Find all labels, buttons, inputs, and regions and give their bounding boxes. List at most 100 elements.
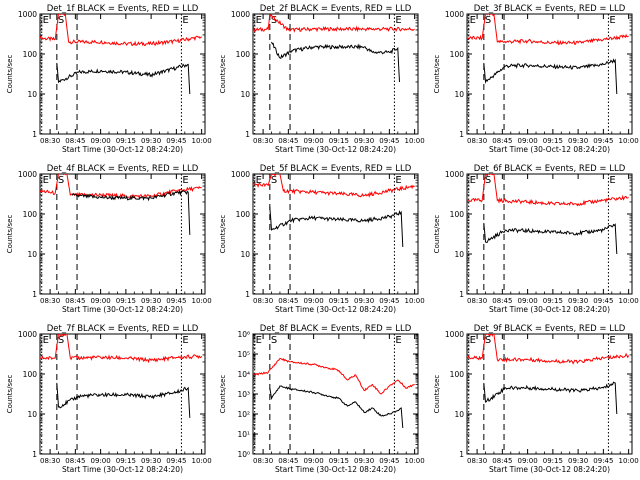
y-tick-label: 10 [454,250,464,259]
event-marker-label: S [58,335,64,346]
y-tick-label: 10 [27,410,37,419]
chart-panel: Det_8f BLACK = Events, RED = LLD 10⁰ 10¹ 10… [219,324,425,474]
x-axis-label: Start Time (30-Oct-12 08:24:20) [62,145,183,154]
chart-title: Det_8f BLACK = Events, RED = LLD [260,324,412,334]
y-tick-label: 1 [32,290,37,299]
x-tick-label: 09:00 [518,457,538,465]
data-series-line [253,14,415,33]
chart-title: Det_5f BLACK = Events, RED = LLD [260,164,412,174]
y-tick-label: 100 [23,370,38,379]
x-tick-label: 09:30 [568,137,588,145]
event-marker-label: E [256,175,262,186]
plot-frame [39,173,206,295]
event-marker-label: E [395,335,401,346]
event-marker-label: E [470,15,476,26]
x-tick-label: 09:45 [593,457,613,465]
x-tick-label: 08:30 [40,457,60,465]
chart-title: Det_1f BLACK = Events, RED = LLD [47,4,199,14]
x-axis-label: Start Time (30-Oct-12 08:24:20) [62,465,183,474]
x-tick-label: 09:00 [518,137,538,145]
x-tick-label: 09:00 [91,137,111,145]
x-tick-label: 09:15 [329,137,349,145]
x-tick-label: 09:00 [518,297,538,305]
x-tick-label: 10:00 [619,297,639,305]
y-axis-label: Counts/sec [219,375,227,414]
y-tick-label: 1000 [18,170,37,179]
x-tick-label: 09:30 [568,297,588,305]
x-tick-label: 09:45 [379,297,399,305]
plot-frame [466,333,633,455]
y-tick-label: 100 [450,210,465,219]
y-axis-label: Counts/sec [433,215,441,254]
data-series-line [483,58,618,95]
x-tick-label: 10:00 [619,137,639,145]
y-axis-label: Counts/sec [6,375,14,414]
event-marker-label: E [182,175,188,186]
x-tick-label: 09:45 [166,297,186,305]
x-tick-label: 08:30 [467,137,487,145]
event-marker-label: E [43,15,49,26]
x-tick-label: 09:00 [91,297,111,305]
data-series-line [40,174,202,200]
x-tick-label: 09:15 [543,297,563,305]
y-tick-label: 10 [240,90,250,99]
y-tick-label: 10 [27,250,37,259]
y-axis-label: Counts/sec [6,215,14,254]
x-tick-label: 09:30 [354,137,374,145]
y-tick-label: 10⁰ [237,450,250,459]
chart-title: Det_4f BLACK = Events, RED = LLD [47,164,199,174]
data-series-line [56,62,191,95]
x-axis-label: Start Time (30-Oct-12 08:24:20) [275,465,396,474]
data-series-line [253,357,415,395]
y-tick-label: 1 [459,290,464,299]
data-series-line [467,334,630,365]
x-axis-label: Start Time (30-Oct-12 08:24:20) [275,305,396,314]
chart-panel: Det_2f BLACK = Events, RED = LLD 1 10 100 10… [219,4,425,154]
plot-frame [252,13,419,135]
y-tick-label: 1000 [18,10,37,19]
event-marker-label: S [271,15,277,26]
y-tick-label: 1000 [18,330,37,339]
event-marker-label: E [256,15,262,26]
y-tick-label: 1000 [231,10,250,19]
x-tick-label: 09:15 [116,137,136,145]
x-tick-label: 08:30 [253,137,273,145]
x-tick-label: 08:45 [65,297,85,305]
x-tick-label: 09:45 [379,457,399,465]
x-tick-label: 08:45 [278,137,298,145]
y-tick-label: 10 [454,90,464,99]
data-series-line [40,14,202,47]
x-tick-label: 09:30 [354,297,374,305]
event-marker-label: E [182,15,188,26]
y-tick-label: 10 [240,250,250,259]
data-series-line [253,174,415,198]
data-series-line [71,189,191,235]
x-tick-label: 10:00 [192,297,212,305]
x-tick-label: 09:15 [543,457,563,465]
y-tick-label: 1 [245,290,250,299]
y-tick-label: 10² [237,410,250,419]
event-marker-label: E [43,335,49,346]
x-tick-label: 09:45 [166,137,186,145]
x-tick-label: 09:45 [166,457,186,465]
x-tick-label: 09:15 [543,137,563,145]
event-marker-label: E [43,175,49,186]
event-marker-label: S [485,15,491,26]
chart-title: Det_7f BLACK = Events, RED = LLD [47,324,199,334]
chart-title: Det_3f BLACK = Events, RED = LLD [474,4,626,14]
plot-frame [39,333,206,455]
y-tick-label: 10⁴ [237,370,250,379]
data-series-line [271,41,400,83]
plot-frame [252,333,419,455]
chart-panel: Det_1f BLACK = Events, RED = LLD 1 10 100 10… [6,4,212,154]
x-tick-label: 09:45 [379,137,399,145]
data-series-line [483,222,618,255]
chart-panel: Det_5f BLACK = Events, RED = LLD 1 10 100 10… [219,164,425,314]
event-marker-label: E [609,175,615,186]
chart-title: Det_2f BLACK = Events, RED = LLD [260,4,412,14]
x-tick-label: 09:30 [141,137,161,145]
x-tick-label: 08:45 [278,297,298,305]
event-marker-label: S [271,335,277,346]
x-axis-label: Start Time (30-Oct-12 08:24:20) [489,305,610,314]
y-axis-label: Counts/sec [219,215,227,254]
